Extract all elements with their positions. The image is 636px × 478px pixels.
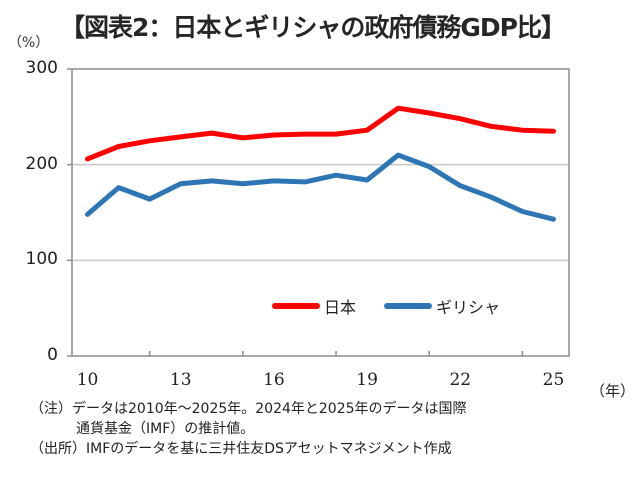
legend-swatch xyxy=(272,303,320,309)
legend-label: 日本 xyxy=(324,298,357,317)
y-axis-unit: （%） xyxy=(8,35,50,51)
x-tick-label: 22 xyxy=(449,370,472,390)
x-tick-label: 25 xyxy=(542,370,565,390)
x-tick-label: 10 xyxy=(76,370,99,390)
x-axis-unit: （年） xyxy=(590,382,636,400)
note-text: （注）データは2010年～2025年。2024年と2025年のデータは国際 xyxy=(30,401,467,417)
plot-frame xyxy=(71,68,570,357)
legend-item-greece: ギリシャ xyxy=(384,294,500,318)
x-tick-label: 19 xyxy=(356,370,378,390)
legend-label: ギリシャ xyxy=(436,298,501,317)
source-text: （出所）IMFのデータを基に三井住友DSアセットマネジメント作成 xyxy=(30,441,452,457)
y-tick-label: 0 xyxy=(47,345,58,365)
note-text-continued: 通貨基金（IMF）の推計値。 xyxy=(76,421,255,437)
legend-swatch xyxy=(384,303,432,309)
x-tick-label: 13 xyxy=(169,370,192,390)
y-tick-label: 100 xyxy=(25,249,58,269)
legend-item-japan: 日本 xyxy=(272,294,356,318)
y-tick-label: 200 xyxy=(25,154,58,174)
series-line-greece xyxy=(85,152,556,222)
series-line-japan xyxy=(85,105,556,162)
x-tick-label: 16 xyxy=(263,370,285,390)
y-tick-label: 300 xyxy=(25,58,58,78)
chart-title: 【図表2：日本とギリシャの政府債務GDP比】 xyxy=(60,13,566,42)
